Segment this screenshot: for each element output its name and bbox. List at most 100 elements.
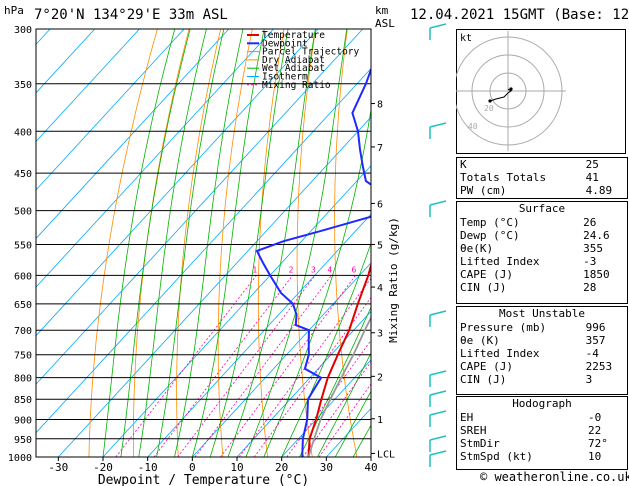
index-label: K [460, 158, 467, 171]
mu-value: 357 [585, 334, 606, 347]
parcel-trajectory-line [307, 315, 371, 457]
wet-adiabat-line [317, 352, 371, 457]
index-row: K 25 [457, 158, 627, 171]
mu-label: CAPE (J) [460, 360, 513, 373]
isotherm-line [236, 310, 371, 457]
legend-label: Dewpoint [262, 38, 308, 49]
isotherm-line [36, 29, 230, 240]
hodograph: kt 20 40 [456, 29, 626, 154]
mu-value: 2253 [585, 360, 613, 373]
hodo-label: StmDir [460, 437, 500, 450]
dewpoint-line [255, 66, 371, 457]
x-tick-label: 20 [275, 461, 288, 474]
mixing-ratio-label: 4 [327, 265, 332, 274]
surface-value: 355 [583, 242, 604, 255]
km-tick-label: 1 [377, 415, 383, 426]
pressure-tick-label: 450 [14, 169, 32, 180]
pressure-tick-label: 650 [14, 300, 32, 311]
index-row: Totals Totals 41 [457, 171, 627, 184]
hodograph-trace [489, 88, 512, 102]
mu-label: CIN (J) [460, 373, 507, 386]
surface-label: CAPE (J) [460, 268, 513, 281]
pressure-tick-label: 850 [14, 395, 32, 406]
legend-label: Wet Adiabat [262, 63, 325, 74]
mu-value: 3 [585, 373, 593, 386]
km-tick-label: 6 [377, 199, 383, 210]
location-title: 7°20'N 134°29'E 33m ASL [34, 7, 228, 23]
indices-panel: K 25 Totals Totals 41 PW (cm) 4.89 [456, 157, 628, 199]
x-tick-label: -20 [93, 461, 113, 474]
legend-label: Isotherm [262, 72, 308, 83]
surface-row: CAPE (J) 1850 [457, 268, 627, 281]
hodo-row: StmSpd (kt) 10 [457, 450, 627, 463]
km-tick-label: 5 [377, 240, 383, 251]
legend-label: Dry Adiabat [262, 55, 325, 66]
dry-adiabat-line [334, 29, 358, 457]
surface-value: 26 [583, 216, 597, 229]
pressure-tick-label: 550 [14, 240, 32, 251]
wet-adiabat-line [299, 306, 371, 457]
km-tick-label: LCL [377, 449, 395, 460]
mixing-ratio-line [286, 339, 371, 457]
wet-adiabat-line [174, 29, 244, 457]
surface-label: Lifted Index [460, 255, 540, 268]
mixing-ratio-axis-label: Mixing Ratio (g/kg) [387, 217, 400, 343]
surface-title: Surface [518, 202, 566, 215]
hodo-value: 10 [588, 450, 602, 463]
surface-label: Dewp (°C) [460, 229, 520, 242]
surface-value: 24.6 [583, 229, 610, 242]
mu-label: Lifted Index [460, 347, 540, 360]
pressure-tick-label: 900 [14, 416, 32, 427]
pressure-tick-label: 750 [14, 351, 32, 362]
hodograph-unit-label: kt [460, 33, 472, 44]
km-unit-label: km [375, 4, 389, 17]
surface-panel: Surface Temp (°C) 26 Dewp (°C) 24.6 θe(K) 3… [456, 201, 628, 304]
surface-value: 1850 [583, 268, 610, 281]
surface-label: θe(K) [460, 242, 494, 255]
index-label: Totals Totals [460, 171, 547, 184]
mixing-ratio-line [302, 361, 371, 457]
surface-row: Temp (°C) 26 [457, 216, 627, 229]
mixing-ratio-label: 1 [252, 265, 257, 274]
wet-adiabat-line [334, 390, 371, 457]
credit-text: © weatheronline.co.uk [480, 470, 629, 484]
legend-label: Temperature [262, 30, 325, 41]
isotherm-line [36, 29, 274, 288]
mu-row: θe (K) 357 [457, 334, 627, 347]
mixing-ratio-label: 6 [351, 265, 356, 274]
mixing-ratio-line [177, 275, 316, 457]
hodograph-title: Hodograph [512, 397, 572, 410]
isotherm-line [147, 213, 371, 457]
isotherm-line [36, 29, 185, 191]
pressure-tick-label: 400 [14, 127, 32, 138]
hodo-label: StmSpd (kt) [460, 450, 533, 463]
wet-adiabat-line [227, 29, 316, 457]
pressure-tick-label: 500 [14, 207, 32, 218]
mu-row: CIN (J) 3 [457, 373, 627, 386]
mu-value: -4 [585, 347, 599, 360]
km-tick-label: 4 [377, 283, 383, 294]
hodo-row: SREH 22 [457, 424, 627, 437]
pressure-tick-label: 1000 [8, 453, 32, 464]
pressure-tick-label: 700 [14, 326, 32, 337]
isotherm-line [36, 29, 140, 143]
asl-unit-label: ASL [375, 17, 395, 30]
hodo-label: SREH [460, 424, 487, 437]
index-value: 41 [585, 171, 599, 184]
index-value: 25 [585, 158, 599, 171]
wind-barbs [429, 23, 447, 467]
mu-label: θe (K) [460, 334, 500, 347]
y-axis-unit-label: hPa [4, 4, 24, 17]
wet-adiabat-line [120, 29, 191, 457]
mu-row: CAPE (J) 2253 [457, 360, 627, 373]
legend-label: Parcel Trajectory [262, 47, 360, 58]
most-unstable-panel: Most Unstable Pressure (mb) 996 θe (K) 357… [456, 306, 628, 395]
km-tick-label: 7 [377, 143, 383, 154]
mixing-ratio-label: 3 [311, 265, 316, 274]
mixing-ratio-label: 20 [429, 265, 439, 274]
plot-frame [35, 28, 372, 458]
temperature-line [307, 261, 371, 457]
index-label: PW (cm) [460, 184, 507, 197]
mu-row: Pressure (mb) 996 [457, 321, 627, 334]
